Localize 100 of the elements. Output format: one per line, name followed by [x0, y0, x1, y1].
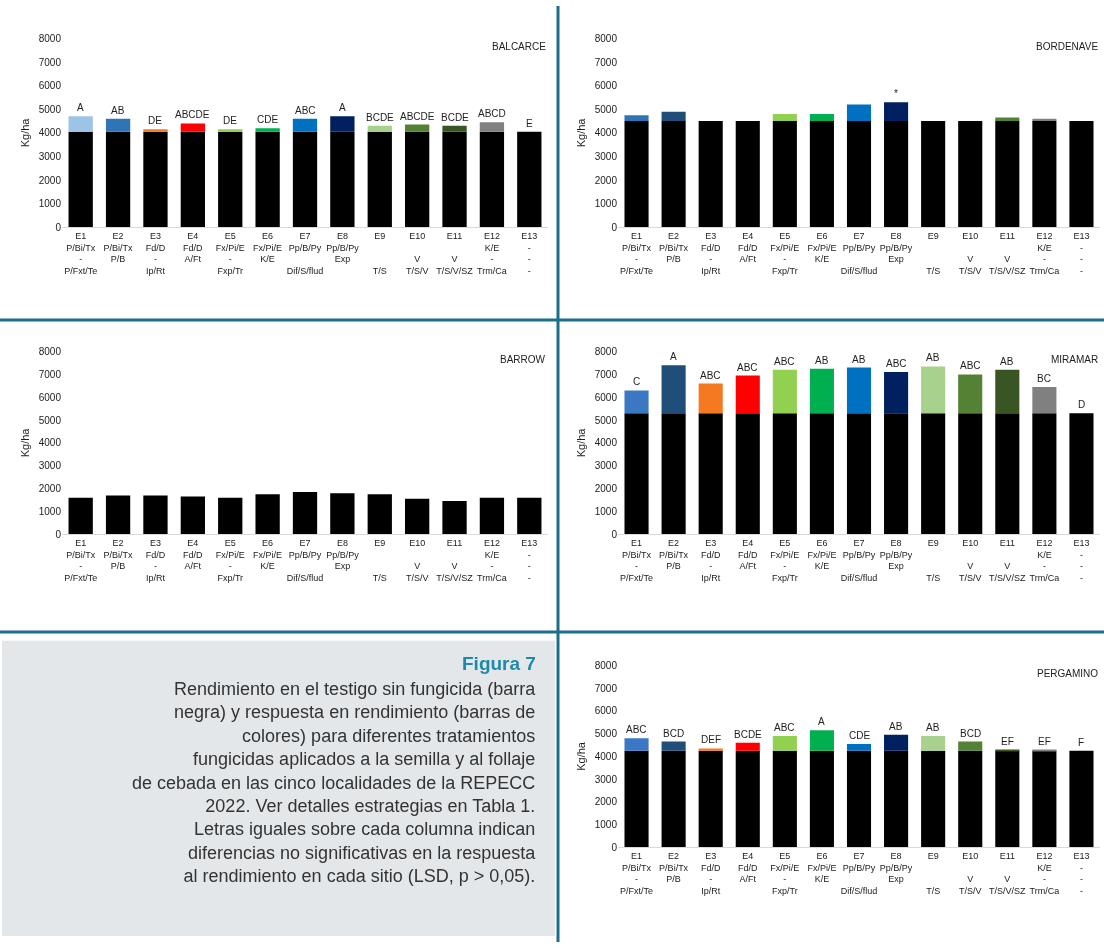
x-tick-label: E4 Fd/D A/Ft	[183, 230, 204, 265]
bar	[367, 494, 392, 535]
category-label: E11 V T/S/V/SZ	[989, 230, 1026, 277]
bar	[846, 750, 872, 848]
x-tick-label: E12 K/E - Trm/Ca	[477, 230, 507, 277]
bar	[292, 131, 318, 228]
category-label: E10 V T/S/V	[958, 230, 982, 277]
bar	[218, 497, 243, 535]
bar	[772, 121, 797, 228]
bar	[1032, 121, 1057, 228]
x-tick-label: E4 Fd/D A/Ft	[738, 538, 759, 572]
x-tick-label: E2 P/Bi/Tx P/B	[659, 851, 689, 885]
bar	[330, 493, 355, 535]
bar	[772, 369, 797, 414]
category-label: E7 Pp/B/Py Dif/S/flud	[840, 230, 878, 277]
bar	[958, 741, 983, 751]
bar	[105, 118, 131, 132]
data-label: C	[633, 376, 641, 387]
x-tick-label: E1 P/Bi/Tx - P/Fxt/Te	[620, 230, 654, 277]
data-label: AB	[815, 355, 829, 366]
y-tick-label: 0	[611, 841, 618, 853]
chart-title: BALCARCE	[492, 41, 547, 52]
y-tick-label: 7000	[594, 368, 618, 380]
bar	[367, 125, 392, 132]
bar	[921, 121, 946, 228]
y-tick-label: 5000	[594, 414, 618, 426]
bar	[255, 131, 280, 228]
x-tick-label: E3 Fd/D - Ip/Rt	[145, 538, 166, 584]
x-tick-label: E13 - - -	[521, 230, 538, 277]
bar	[405, 498, 430, 535]
x-tick-label: E2 P/Bi/Tx P/B	[659, 230, 689, 265]
category-label: E11 V T/S/V/SZ	[989, 538, 1026, 584]
data-label: A	[77, 102, 84, 113]
y-tick-label: 5000	[38, 414, 62, 426]
y-tick-label: 5000	[38, 103, 62, 115]
y-tick-label: 2000	[594, 796, 618, 808]
bar	[661, 413, 686, 535]
bar	[661, 111, 686, 122]
x-tick-label: E3 Fd/D - Ip/Rt	[700, 538, 721, 584]
y-tick-label: 4000	[38, 437, 62, 449]
data-label: DE	[148, 115, 163, 126]
bar	[1032, 749, 1057, 752]
x-tick-label: E8 Pp/B/Py Exp	[879, 538, 913, 572]
bar	[884, 121, 909, 228]
bar	[105, 495, 131, 535]
bar	[1069, 413, 1094, 535]
x-tick-label: E1 P/Bi/Tx - P/Fxt/Te	[64, 230, 98, 277]
bar	[661, 365, 686, 414]
chart-title: PERGAMINO	[1037, 668, 1099, 679]
bar	[995, 413, 1020, 535]
bar	[624, 738, 649, 751]
bar	[661, 121, 686, 228]
bar	[921, 413, 946, 535]
bar	[479, 122, 505, 132]
y-axis-title: Kg/ha	[575, 741, 588, 771]
category-label: E9 T/S	[926, 230, 941, 277]
bar	[958, 374, 983, 414]
bar	[809, 114, 834, 122]
category-label: E10 V T/S/V	[958, 538, 982, 584]
category-label: E9 T/S	[372, 230, 387, 277]
category-label: E10 V T/S/V	[405, 230, 429, 277]
y-tick-label: 1000	[594, 819, 618, 830]
data-label: ABC	[295, 105, 316, 116]
bar	[698, 121, 723, 228]
bar	[809, 121, 834, 228]
data-label: AB	[1000, 356, 1014, 367]
y-tick-label: 8000	[594, 660, 618, 672]
bar	[809, 730, 834, 751]
bar	[995, 369, 1020, 414]
x-tick-label: E1 P/Bi/Tx - P/Fxt/Te	[620, 538, 654, 584]
y-tick-label: 3000	[38, 150, 62, 162]
x-tick-label: E6 Fx/Pi/E K/E	[807, 230, 837, 265]
data-label: CDE	[257, 114, 279, 125]
y-tick-label: 1000	[594, 505, 618, 517]
bar	[735, 375, 760, 414]
y-tick-label: 0	[55, 221, 62, 233]
bar	[517, 497, 542, 535]
data-label: *	[894, 88, 898, 99]
category-label: E11 V T/S/V/SZ	[989, 851, 1026, 897]
bar	[846, 367, 872, 414]
bar	[995, 750, 1020, 848]
category-label: E9 T/S	[926, 538, 941, 584]
y-tick-label: 3000	[594, 773, 618, 785]
bar	[1032, 750, 1057, 848]
bar	[218, 129, 243, 132]
x-tick-label: E5 Fx/Pi/E - Fxp/Tr	[215, 230, 245, 277]
y-tick-label: 6000	[594, 705, 618, 717]
data-label: F	[1078, 737, 1085, 748]
y-tick-label: 5000	[594, 103, 618, 115]
x-tick-label: E5 Fx/Pi/E - Fxp/Tr	[770, 538, 800, 584]
bar	[255, 494, 280, 535]
bar	[846, 121, 872, 228]
data-label: ABC	[700, 370, 721, 381]
data-label: E	[526, 118, 533, 129]
x-tick-label: E8 Pp/B/Py Exp	[326, 538, 360, 572]
x-tick-label: E6 Fx/Pi/E K/E	[807, 538, 837, 572]
y-tick-label: 1000	[38, 505, 62, 517]
y-tick-label: 3000	[594, 150, 618, 162]
bar	[661, 741, 686, 751]
bar	[442, 501, 467, 535]
